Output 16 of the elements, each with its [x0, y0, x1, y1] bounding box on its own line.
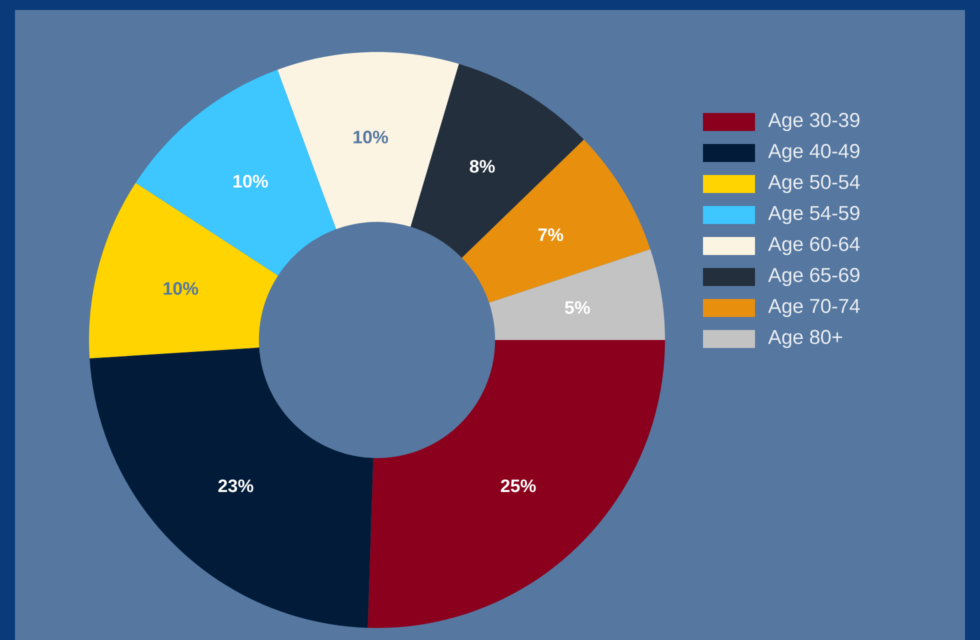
legend-label: Age 30-39 [768, 112, 860, 132]
data-label: 10% [164, 282, 198, 295]
data-label: 7% [538, 228, 564, 242]
legend-label: Age 65-69 [768, 268, 860, 286]
legend-label: Age 60-64 [768, 236, 860, 256]
data-label: 10% [354, 130, 388, 144]
data-label: 25% [500, 479, 536, 492]
legend-label: Age 70-74 [768, 298, 860, 318]
legend-label: Age 50-54 [768, 174, 860, 194]
data-label: 10% [234, 174, 268, 188]
data-label: 5% [565, 301, 590, 314]
legend-label: Age 54-59 [768, 206, 860, 224]
legend-label: Age 80+ [768, 330, 842, 348]
data-label: 23% [218, 479, 254, 492]
data-label: 8% [470, 160, 495, 173]
legend-label: Age 40-49 [768, 144, 860, 162]
